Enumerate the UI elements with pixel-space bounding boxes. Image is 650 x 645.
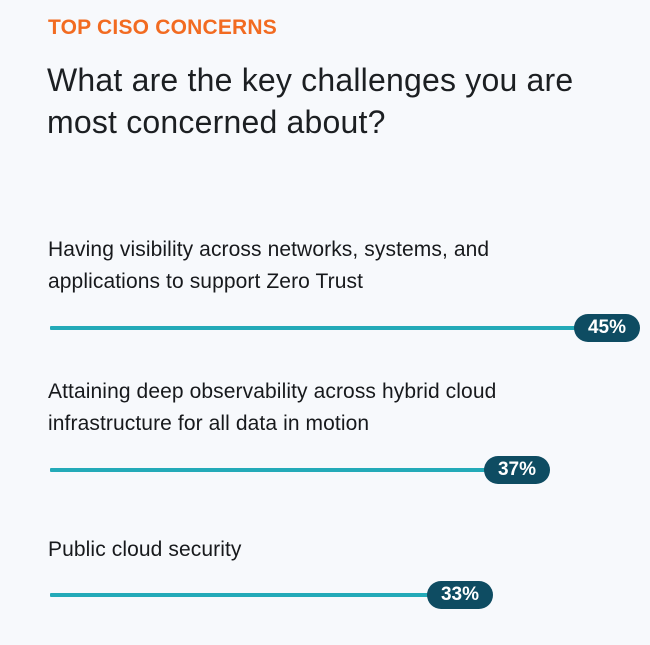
bar-label-3: Public cloud security <box>48 538 242 561</box>
bar-1 <box>50 326 590 330</box>
bar-label-2: Attaining deep observability across hybr… <box>48 380 497 435</box>
bar-label-1: Having visibility across networks, syste… <box>48 238 490 293</box>
value-badge-2: 37% <box>484 456 550 484</box>
chart-title: What are the key challenges you are most… <box>47 62 574 140</box>
value-badge-1: 45% <box>574 314 640 342</box>
section-eyebrow: TOP CISO CONCERNS <box>48 16 277 39</box>
bar-2 <box>50 468 500 472</box>
bar-3 <box>50 593 445 597</box>
value-badge-3: 33% <box>427 581 493 609</box>
